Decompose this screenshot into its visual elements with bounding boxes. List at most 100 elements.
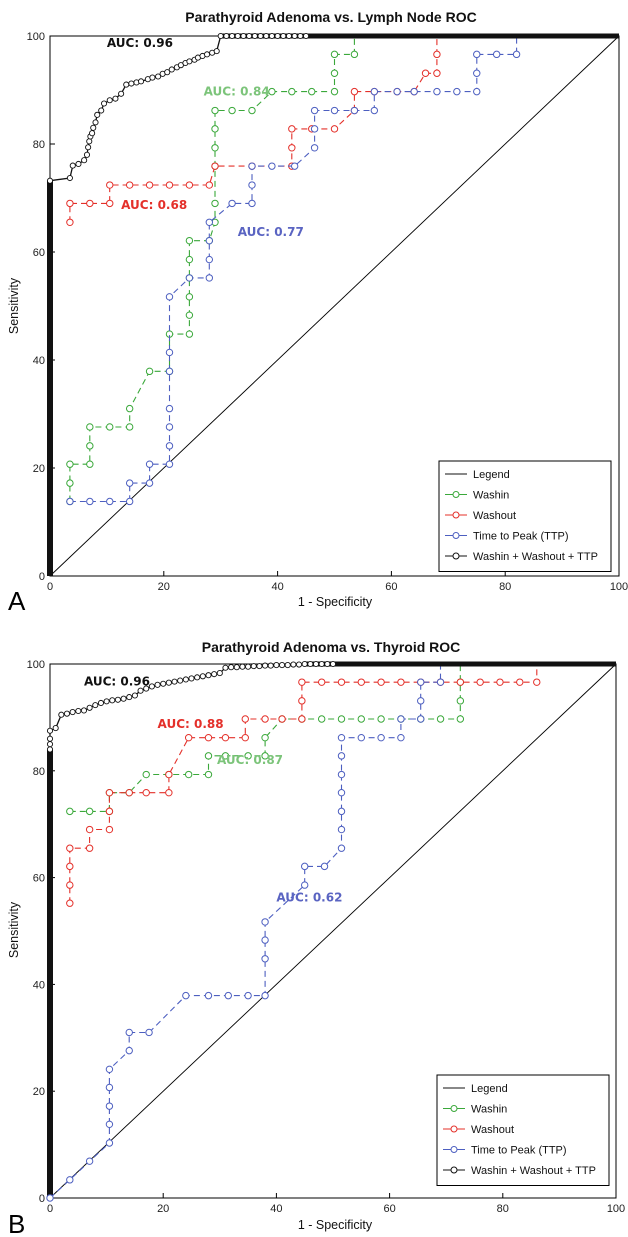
data-point-ttp (311, 126, 317, 132)
data-point-combined (127, 695, 132, 700)
data-point-combined (258, 33, 263, 38)
data-point-washin (186, 312, 192, 318)
data-point-ttp (378, 734, 384, 740)
data-point-ttp (87, 498, 93, 504)
data-point-washout (331, 126, 337, 132)
y-tick-label: 20 (33, 463, 45, 475)
legend-label: Washin + Washout + TTP (471, 1165, 596, 1177)
data-point-ttp (206, 256, 212, 262)
data-point-washin (212, 126, 218, 132)
data-point-washin (146, 368, 152, 374)
data-point-combined (119, 91, 124, 96)
data-point-washin (67, 808, 73, 814)
data-point-combined (84, 152, 89, 157)
data-point-ttp (67, 498, 73, 504)
data-point-combined (95, 112, 100, 117)
legend-label: Legend (473, 469, 510, 481)
data-point-combined (93, 703, 98, 708)
legend: Legend Washin Washout Time to Peak (TTP) Was… (437, 1075, 609, 1186)
data-point-combined (212, 672, 217, 677)
legend: Legend Washin Washout Time to Peak (TTP) Was… (439, 461, 611, 572)
data-point-ttp (106, 1103, 112, 1109)
data-point-ttp (338, 734, 344, 740)
data-point-ttp (166, 405, 172, 411)
data-point-washin (338, 716, 344, 722)
legend-marker-washout (453, 512, 459, 518)
data-point-combined (303, 33, 308, 38)
data-point-combined (81, 708, 86, 713)
data-point-washin (457, 716, 463, 722)
x-tick-label: 100 (610, 581, 628, 593)
data-point-washout (166, 771, 172, 777)
auc-annotation-combined: AUC: 0.96 (84, 674, 150, 688)
data-point-combined (76, 161, 81, 166)
auc-annotation-washout: AUC: 0.88 (158, 717, 224, 731)
data-point-combined (308, 661, 313, 666)
data-point-washin (87, 443, 93, 449)
data-point-combined (150, 75, 155, 80)
data-point-combined (67, 175, 72, 180)
data-point-washin (331, 51, 337, 57)
data-point-combined (124, 82, 129, 87)
legend-label: Washout (473, 510, 516, 522)
data-point-washout (107, 182, 113, 188)
data-point-combined (107, 98, 112, 103)
data-point-combined (70, 163, 75, 168)
data-point-combined (87, 705, 92, 710)
data-point-combined (296, 662, 301, 667)
x-tick-label: 0 (47, 581, 53, 593)
data-point-combined (178, 678, 183, 683)
data-point-combined (64, 711, 69, 716)
data-point-washin (126, 424, 132, 430)
data-point-ttp (371, 107, 377, 113)
x-tick-label: 40 (271, 581, 283, 593)
legend-label: Washin + Washout + TTP (473, 551, 598, 563)
data-point-ttp (338, 826, 344, 832)
x-tick-label: 80 (499, 581, 511, 593)
legend-marker-combined (451, 1167, 457, 1173)
y-tick-label: 40 (33, 979, 45, 991)
data-point-washin (309, 88, 315, 94)
data-point-combined (101, 101, 106, 106)
data-point-washout (457, 679, 463, 685)
data-point-combined (247, 33, 252, 38)
data-point-ttp (291, 163, 297, 169)
data-point-ttp (166, 294, 172, 300)
data-point-washin (186, 294, 192, 300)
data-point-combined (241, 33, 246, 38)
data-point-combined (240, 664, 245, 669)
data-point-ttp (126, 498, 132, 504)
data-point-ttp (166, 461, 172, 467)
data-point-ttp (229, 200, 235, 206)
data-point-washout (206, 182, 212, 188)
x-tick-label: 40 (270, 1203, 282, 1215)
data-point-ttp (338, 753, 344, 759)
data-point-washout (86, 845, 92, 851)
data-point-washin (143, 771, 149, 777)
data-point-combined (86, 145, 91, 150)
x-axis-label: 1 - Specificity (298, 595, 373, 609)
data-point-combined (187, 59, 192, 64)
data-point-ttp (311, 145, 317, 151)
data-point-ttp (474, 51, 480, 57)
data-point-combined (234, 665, 239, 670)
series-line-ttp (70, 36, 619, 502)
series-line-washin (70, 36, 619, 502)
panel-label: B (8, 1209, 25, 1237)
data-point-ttp (249, 163, 255, 169)
data-point-ttp (166, 349, 172, 355)
data-point-ttp (166, 443, 172, 449)
data-point-washout (242, 716, 248, 722)
data-point-washin (358, 716, 364, 722)
data-point-ttp (302, 863, 308, 869)
data-point-washin (437, 716, 443, 722)
data-point-ttp (418, 716, 424, 722)
data-point-washin (87, 424, 93, 430)
data-point-washin (205, 771, 211, 777)
data-point-washout (534, 679, 540, 685)
data-point-combined (229, 33, 234, 38)
data-point-washout (67, 882, 73, 888)
data-point-washin (212, 200, 218, 206)
x-axis-label: 1 - Specificity (298, 1218, 373, 1232)
